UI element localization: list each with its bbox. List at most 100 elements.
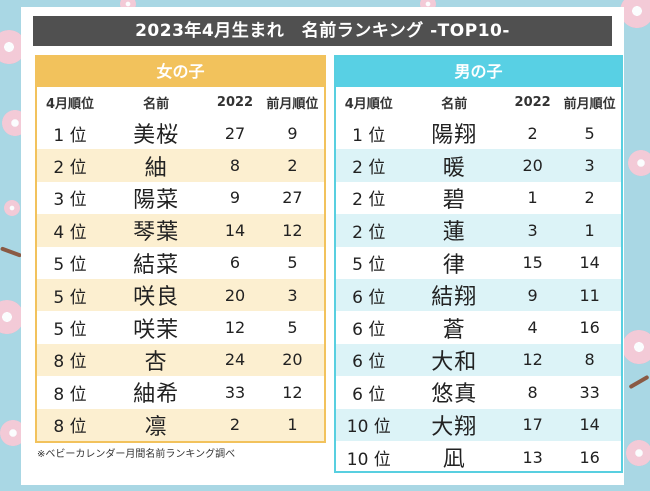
name-cell: 紬 [103, 149, 210, 182]
year-2022-cell: 20 [506, 149, 559, 182]
name-cell: 咲茉 [133, 317, 180, 343]
prev-rank-cell: 12 [282, 382, 303, 402]
name-cell: 杏 [103, 343, 210, 377]
table-row: 10 位大翔 17 14 [336, 408, 621, 441]
rank-cell: 10 位 [336, 408, 402, 441]
girls-panel-header: 女の子 [37, 57, 324, 87]
name-cell: 陽翔 [431, 123, 478, 149]
rank-cell: 6 位 [336, 278, 402, 312]
year-2022-cell: 20 [209, 278, 261, 312]
page-title: 2023年4月生まれ 名前ランキング -TOP10- [33, 16, 612, 46]
table-row: 8 位 紬希 33 12 [37, 376, 324, 408]
rank-cell: 2 位 [336, 214, 402, 247]
year-2022-cell: 1 [527, 188, 538, 208]
table-row: 5 位咲良 20 3 [37, 278, 324, 312]
column-header-name: 名前 [401, 87, 507, 117]
name-cell: 凪 [442, 447, 466, 473]
year-2022-cell: 13 [522, 447, 543, 467]
table-row: 10 位 凪 13 16 [336, 441, 621, 473]
prev-rank-cell: 11 [558, 278, 621, 312]
table-row: 5 位 咲茉 12 5 [37, 311, 324, 343]
prev-rank-cell: 9 [287, 123, 298, 143]
table-row: 1 位 美桜 27 9 [37, 117, 324, 149]
year-2022-cell: 9 [229, 188, 241, 208]
rank-cell: 1 位 [352, 125, 386, 146]
column-header-2022: 2022 [209, 87, 261, 117]
rank-cell: 2 位 [336, 149, 402, 182]
name-cell: 結菜 [133, 252, 180, 278]
cherry-blossom-icon [626, 440, 650, 466]
table-row: 6 位 悠真 8 33 [336, 376, 621, 408]
column-header-2022: 2022 [506, 87, 559, 117]
year-2022-cell: 17 [506, 408, 559, 441]
rank-cell: 8 位 [37, 408, 103, 441]
name-cell: 紬希 [133, 382, 180, 408]
table-row: 4 位琴葉 14 12 [37, 214, 324, 247]
prev-rank-cell: 1 [260, 408, 324, 441]
ranking-card: 2023年4月生まれ 名前ランキング -TOP10- 女の子 4月順位 名前 2… [21, 7, 624, 485]
branch-decoration [628, 374, 650, 390]
name-cell: 大翔 [401, 408, 507, 441]
name-cell: 律 [442, 252, 466, 278]
name-cell: 悠真 [431, 382, 478, 408]
cherry-blossom-icon [622, 330, 650, 364]
year-2022-cell: 33 [224, 382, 246, 402]
table-row: 2 位暖 20 3 [336, 149, 621, 182]
table-row: 6 位結翔 9 11 [336, 278, 621, 312]
year-2022-cell: 8 [209, 149, 261, 182]
year-2022-cell: 3 [506, 214, 559, 247]
prev-rank-cell: 8 [558, 343, 621, 377]
name-cell: 碧 [442, 187, 466, 213]
prev-rank-cell: 20 [260, 343, 324, 377]
rank-cell: 4 位 [37, 214, 103, 247]
year-2022-cell: 8 [527, 382, 538, 402]
prev-rank-cell: 27 [282, 188, 303, 208]
prev-rank-cell: 1 [558, 214, 621, 247]
rank-cell: 6 位 [352, 384, 386, 405]
year-2022-cell: 27 [224, 123, 246, 143]
name-cell: 琴葉 [103, 214, 210, 247]
prev-rank-cell: 12 [260, 214, 324, 247]
boys-ranking-panel: 男の子 4月順位 名前 2022 前月順位 1 位陽翔 2 5 2 位暖 20 3 2 位碧… [334, 55, 623, 473]
name-cell: 美桜 [133, 123, 180, 149]
name-cell: 結翔 [401, 278, 507, 312]
prev-rank-cell: 5 [287, 318, 298, 338]
rank-cell: 1 位 [53, 125, 87, 146]
column-header-rank: 4月順位 [37, 87, 103, 117]
table-header-row: 4月順位 名前 2022 前月順位 [37, 87, 324, 117]
year-2022-cell: 12 [506, 343, 559, 377]
prev-rank-cell: 16 [579, 318, 600, 338]
name-cell: 暖 [401, 149, 507, 182]
column-header-prev-rank: 前月順位 [558, 87, 621, 117]
cherry-blossom-icon [620, 0, 650, 28]
rank-cell: 8 位 [53, 384, 87, 405]
prev-rank-cell: 14 [558, 408, 621, 441]
table-row: 5 位 律 15 14 [336, 247, 621, 279]
table-row: 6 位 蒼 4 16 [336, 311, 621, 343]
table-row: 3 位 陽菜 9 27 [37, 182, 324, 214]
table-row: 1 位 陽翔 2 5 [336, 117, 621, 149]
column-header-prev-rank: 前月順位 [260, 87, 324, 117]
year-2022-cell: 6 [229, 253, 241, 273]
year-2022-cell: 12 [224, 318, 246, 338]
year-2022-cell: 2 [209, 408, 261, 441]
prev-rank-cell: 5 [584, 123, 595, 143]
prev-rank-cell: 3 [558, 149, 621, 182]
year-2022-cell: 15 [522, 253, 543, 273]
prev-rank-cell: 2 [584, 188, 595, 208]
column-header-rank: 4月順位 [336, 87, 402, 117]
rank-cell: 6 位 [352, 320, 386, 341]
source-footnote: ※ベビーカレンダー月間名前ランキング調べ [37, 449, 236, 460]
rank-cell: 5 位 [53, 320, 87, 341]
prev-rank-cell: 14 [579, 253, 600, 273]
table-row: 5 位 結菜 6 5 [37, 247, 324, 279]
year-2022-cell: 14 [209, 214, 261, 247]
year-2022-cell: 9 [506, 278, 559, 312]
rank-cell: 5 位 [352, 255, 386, 276]
year-2022-cell: 24 [209, 343, 261, 377]
